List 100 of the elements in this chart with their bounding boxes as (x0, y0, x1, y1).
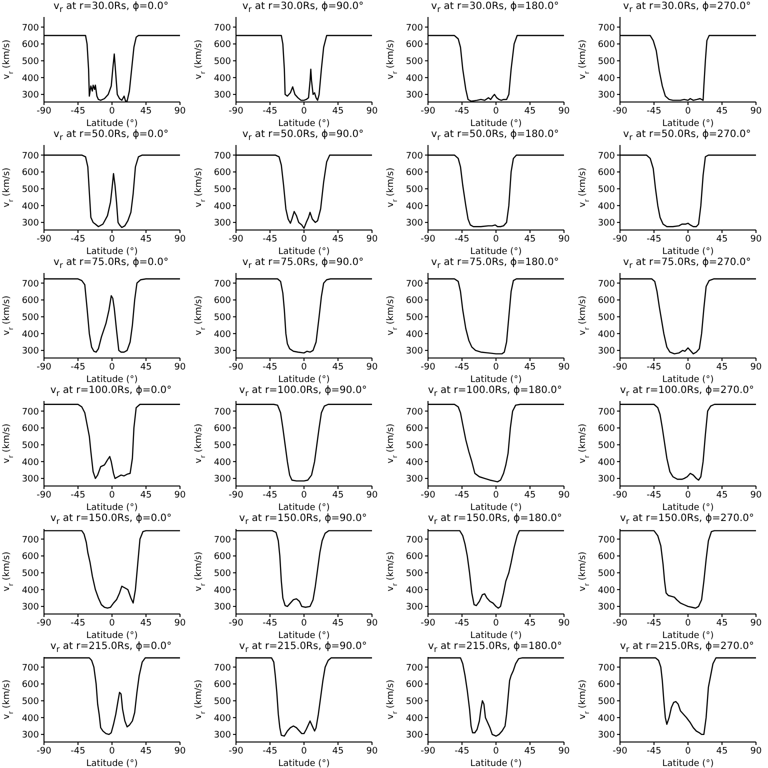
y-tick-label: 700 (598, 23, 616, 34)
y-tick-label: 500 (214, 696, 232, 707)
x-axis-title: Latitude (°) (662, 503, 714, 513)
y-tick-label: 600 (214, 296, 232, 306)
y-tick-label: 500 (598, 312, 616, 323)
x-tick-label: -90 (228, 362, 244, 372)
y-tick-label: 300 (214, 90, 232, 101)
x-tick-label: 90 (366, 234, 378, 244)
x-tick-label: 45 (524, 362, 536, 372)
y-tick-label: 400 (22, 330, 40, 340)
x-tick-label: 90 (174, 746, 186, 756)
y-tick-label: 500 (22, 440, 40, 451)
y-tick-label: 500 (22, 696, 40, 707)
y-tick-label: 600 (214, 680, 232, 690)
y-tick-label: 400 (406, 330, 424, 340)
y-tick-label: 300 (406, 602, 424, 613)
x-axis-title: Latitude (°) (86, 119, 138, 129)
y-tick-label: 600 (214, 168, 232, 178)
x-tick-label: 0 (685, 362, 692, 372)
chart-title: v$_{r}$ at r=215.0Rs, ϕ=270.0° (618, 640, 755, 654)
x-axis-title: Latitude (°) (278, 759, 330, 768)
x-tick-label: -45 (70, 362, 86, 372)
x-tick-label: 0 (493, 618, 500, 628)
y-tick-label: 300 (598, 346, 616, 357)
y-tick-label: 500 (406, 568, 424, 579)
x-tick-label: -45 (646, 362, 662, 372)
y-tick-label: 600 (406, 424, 424, 434)
y-tick-label: 300 (406, 346, 424, 357)
y-tick-label: 300 (22, 730, 40, 741)
y-tick-label: 700 (598, 151, 616, 162)
y-tick-label: 500 (406, 440, 424, 451)
x-tick-label: 0 (301, 106, 308, 116)
chart-title: v$_{r}$ at r=30.0Rs, ϕ=90.0° (241, 0, 365, 14)
y-tick-label: 500 (214, 184, 232, 195)
y-tick-label: 600 (598, 424, 616, 434)
chart-title: v$_{r}$ at r=100.0Rs, ϕ=90.0° (238, 384, 368, 398)
x-tick-label: 45 (140, 746, 152, 756)
x-tick-label: 45 (332, 746, 344, 756)
y-tick-label: 600 (22, 424, 40, 434)
x-tick-label: -90 (612, 362, 628, 372)
y-tick-label: 400 (214, 586, 232, 596)
y-tick-label: 600 (598, 680, 616, 690)
chart-title: v$_{r}$ at r=215.0Rs, ϕ=0.0° (49, 640, 173, 654)
y-tick-label: 400 (214, 458, 232, 468)
x-axis-title: Latitude (°) (470, 503, 522, 513)
y-tick-label: 700 (406, 535, 424, 546)
x-tick-label: 0 (109, 746, 116, 756)
x-axis-title: Latitude (°) (86, 631, 138, 641)
y-tick-label: 700 (406, 407, 424, 418)
y-tick-label: 700 (22, 151, 40, 162)
y-tick-label: 500 (406, 696, 424, 707)
chart-title: v$_{r}$ at r=75.0Rs, ϕ=90.0° (241, 256, 365, 270)
y-tick-label: 400 (22, 202, 40, 212)
y-tick-label: 600 (214, 424, 232, 434)
x-tick-label: 90 (174, 362, 186, 372)
x-tick-label: 90 (558, 746, 570, 756)
x-tick-label: 90 (750, 490, 762, 500)
chart-title: v$_{r}$ at r=150.0Rs, ϕ=180.0° (426, 512, 563, 526)
x-axis-title: Latitude (°) (278, 503, 330, 513)
x-tick-label: 45 (332, 362, 344, 372)
y-tick-label: 600 (22, 168, 40, 178)
x-tick-label: 0 (685, 618, 692, 628)
x-axis-title: Latitude (°) (86, 247, 138, 257)
y-tick-label: 400 (214, 74, 232, 84)
x-tick-label: -90 (228, 234, 244, 244)
x-tick-label: -90 (36, 490, 52, 500)
y-tick-label: 300 (22, 474, 40, 485)
chart-title: v$_{r}$ at r=215.0Rs, ϕ=90.0° (238, 640, 368, 654)
y-tick-label: 700 (22, 23, 40, 34)
chart-title: v$_{r}$ at r=50.0Rs, ϕ=90.0° (241, 128, 365, 142)
y-tick-label: 400 (214, 330, 232, 340)
x-tick-label: -45 (262, 746, 278, 756)
y-tick-label: 400 (406, 586, 424, 596)
y-tick-label: 500 (598, 184, 616, 195)
x-tick-label: -45 (454, 490, 470, 500)
y-tick-label: 600 (598, 552, 616, 562)
x-tick-label: 45 (332, 234, 344, 244)
chart-title: v$_{r}$ at r=150.0Rs, ϕ=0.0° (49, 512, 173, 526)
chart-title: v$_{r}$ at r=50.0Rs, ϕ=0.0° (52, 128, 170, 142)
y-tick-label: 300 (214, 474, 232, 485)
y-tick-label: 500 (598, 56, 616, 67)
chart-title: v$_{r}$ at r=30.0Rs, ϕ=0.0° (52, 0, 170, 14)
x-tick-label: 0 (301, 362, 308, 372)
x-tick-label: 45 (332, 106, 344, 116)
x-tick-label: -45 (262, 234, 278, 244)
x-tick-label: -45 (646, 490, 662, 500)
y-tick-label: 600 (598, 40, 616, 50)
x-tick-label: 90 (558, 362, 570, 372)
x-axis-title: Latitude (°) (470, 247, 522, 257)
y-tick-label: 400 (598, 330, 616, 340)
y-tick-label: 600 (406, 680, 424, 690)
y-tick-label: 300 (214, 602, 232, 613)
x-tick-label: -90 (36, 746, 52, 756)
x-tick-label: 0 (685, 746, 692, 756)
x-tick-label: -45 (70, 234, 86, 244)
y-tick-label: 300 (22, 346, 40, 357)
x-axis-title: Latitude (°) (470, 375, 522, 385)
x-tick-label: 45 (140, 490, 152, 500)
y-tick-label: 400 (406, 74, 424, 84)
y-tick-label: 300 (598, 602, 616, 613)
